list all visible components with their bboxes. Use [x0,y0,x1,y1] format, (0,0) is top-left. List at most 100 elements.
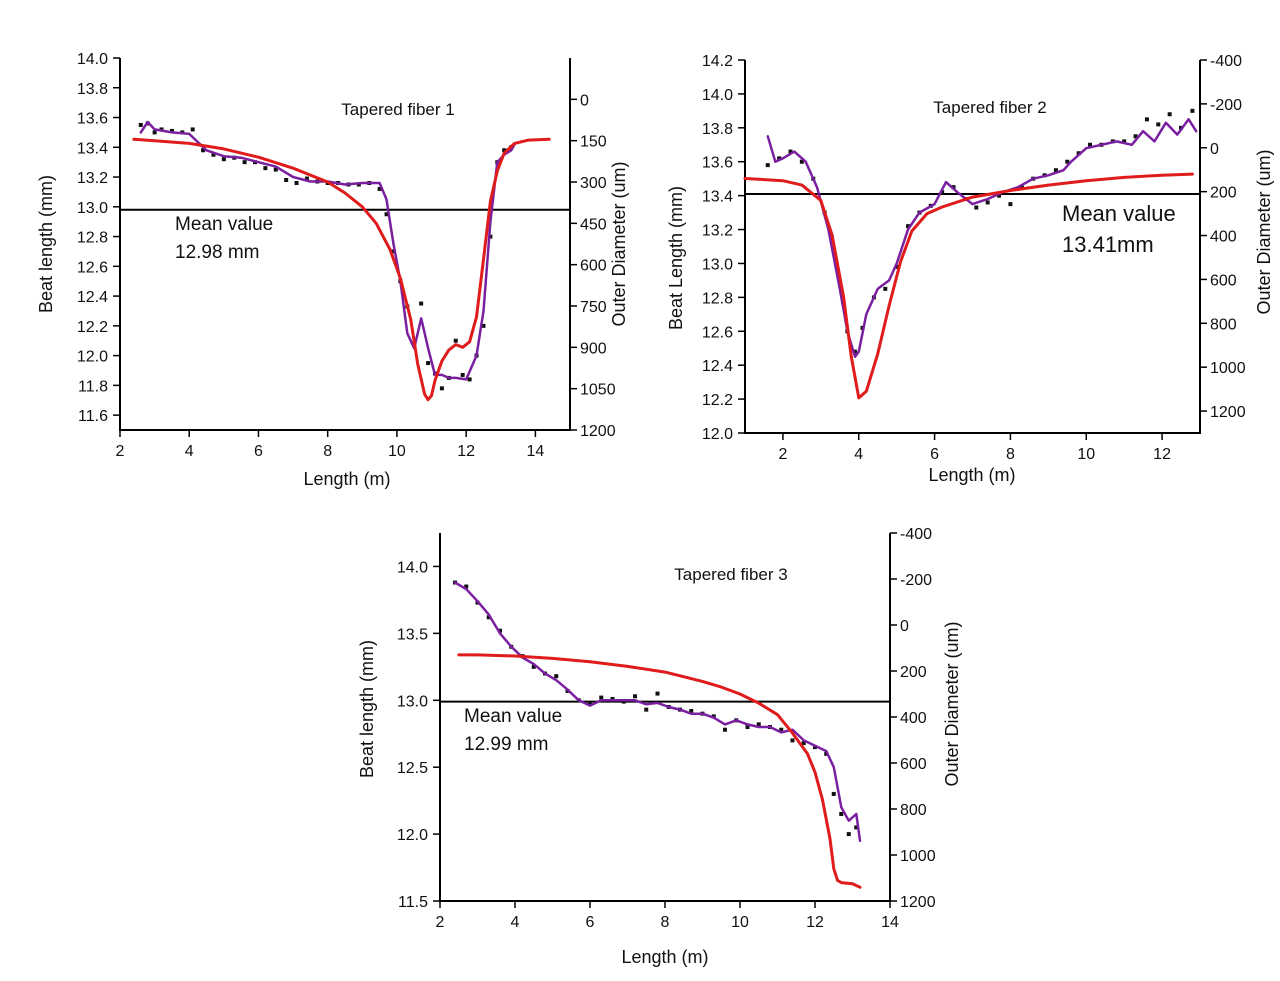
data-point [464,584,469,589]
x-tick-label: 14 [526,443,544,460]
chart-title: Tapered fiber 3 [674,565,787,584]
y-tick-label: 13.2 [77,170,108,187]
y2-tick-label: 750 [580,299,607,316]
data-point [1008,202,1013,207]
data-point [169,128,174,133]
data-point [765,163,770,168]
x-tick-label: 2 [116,443,125,460]
y-tick-label: 13.4 [77,140,108,157]
data-point [790,738,795,743]
x-tick-label: 8 [1006,446,1015,463]
y2-tick-label: 1000 [1210,360,1246,377]
mean-label: Mean value [1062,201,1176,226]
y-tick-label: 12.2 [702,392,733,409]
y2-tick-label: 600 [580,258,607,275]
x-tick-label: 12 [1153,446,1171,463]
data-point [723,727,727,732]
y2-axis-title: Outer Diameter (um) [609,161,629,326]
data-point [711,714,716,719]
y2-tick-label: 200 [1210,185,1237,202]
y2-axis-title: Outer Diameter (um) [1254,149,1274,314]
data-point [502,148,507,153]
data-point [190,127,195,132]
y-tick-label: 13.8 [77,81,108,98]
data-point [940,190,945,195]
data-point [419,301,424,306]
axes-frame [744,60,1201,434]
y-axis-title: Beat length (mm) [357,640,377,778]
y2-tick-label: -400 [1210,53,1242,70]
data-point [201,148,206,153]
axes-frame [119,58,571,431]
data-point [531,664,536,669]
y-tick-label: 13.8 [702,121,733,138]
panel-tapered-fiber-1: 2 4 6 8 10 12 14 11.6 11.8 12.0 12.2 12.4 12.6 12.8 13… [36,51,629,489]
data-point [756,722,761,727]
y2-tick-label: -400 [900,526,932,543]
chart-title: Tapered fiber 2 [933,98,1046,117]
y-tick-label: 13.6 [77,111,108,128]
y2-tick-label: -200 [1210,97,1242,114]
y-tick-label: 12.8 [702,290,733,307]
data-point [655,691,660,696]
mean-value-label: 12.99 mm [464,734,548,755]
data-point [426,361,431,366]
x-tick-label: 4 [511,914,520,931]
data-point [554,674,559,679]
y2-tick-label: 0 [580,92,589,109]
x-tick-label: 10 [388,443,406,460]
data-point [788,149,793,154]
data-point [481,323,486,328]
data-point [1167,112,1172,117]
y2-tick-label: -200 [900,572,932,589]
data-point [1076,151,1081,156]
data-point [974,205,979,210]
y2-tick-label: 800 [1210,316,1237,333]
y-tick-label: 14.0 [702,87,733,104]
x-tick-label: 4 [185,443,194,460]
mean-label: Mean value [464,706,562,727]
data-point [1190,108,1195,113]
y2-tick-label: 300 [580,175,607,192]
data-point [273,167,278,172]
y2-tick-label: 900 [580,340,607,357]
data-point [453,338,458,343]
data-point [1133,134,1138,139]
y2-tick-label: 400 [900,710,927,727]
x-tick-label: 14 [881,914,899,931]
y2-tick-label: 1050 [580,382,616,399]
data-point [242,160,247,165]
data-point [486,615,491,620]
data-point [304,176,309,181]
data-point [777,156,782,161]
y2-axis-title: Outer Diameter (um) [942,621,962,786]
data-point [263,166,268,171]
y-tick-label: 12.6 [702,324,733,341]
outer-diameter-curve [743,172,1194,400]
y-tick-label: 12.0 [77,349,108,366]
y2-tick-label: 150 [580,134,607,151]
x-tick-label: 6 [930,446,939,463]
data-point [138,122,143,127]
data-point [799,159,804,164]
y-tick-label: 12.6 [77,259,108,276]
y2-tick-label: 600 [1210,272,1237,289]
data-point [852,349,857,354]
y-tick-label: 12.8 [77,230,108,247]
data-point [610,696,615,701]
data-point [1065,159,1070,164]
data-point [1122,139,1127,144]
data-point [633,694,637,699]
data-point [854,825,859,830]
x-tick-label: 2 [436,914,445,931]
x-tick-label: 10 [1077,446,1095,463]
y-tick-label: 12.4 [702,358,733,375]
y2-tick-label: 0 [900,618,909,635]
data-point [621,699,626,704]
outer-diameter-curve [457,653,862,889]
data-point [439,386,444,391]
data-point [599,695,604,700]
y-tick-label: 13.0 [397,693,428,710]
y-tick-label: 13.0 [702,256,733,273]
